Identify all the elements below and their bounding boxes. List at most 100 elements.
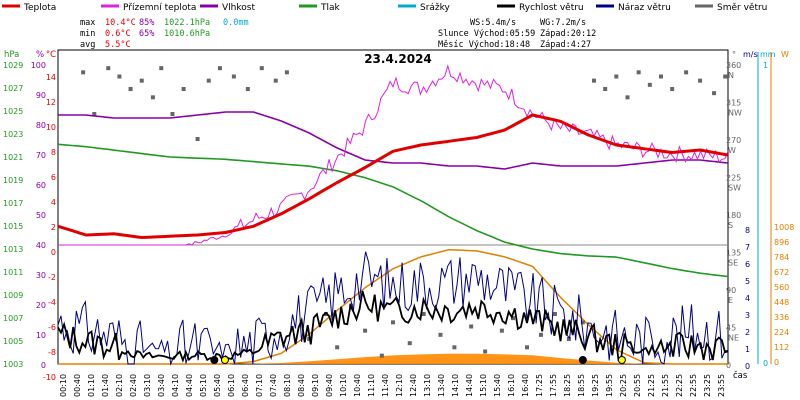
- stat-value: 0.6°C: [105, 29, 131, 39]
- legend-label: Vlhkost: [222, 3, 255, 13]
- wind-dir-point: [438, 332, 443, 337]
- wind-dir-point: [217, 66, 222, 71]
- tick-deg: 6: [51, 173, 56, 182]
- wind-dir-point: [81, 70, 86, 75]
- axis-title-deg: °C: [46, 50, 56, 60]
- tick-time: 13:10: [423, 374, 432, 397]
- legend-label: Přízemní teplota: [123, 3, 196, 13]
- event-marker-sunrise: [220, 356, 229, 364]
- tick-time: 05:10: [199, 374, 208, 397]
- tick-hpa: 1021: [3, 153, 23, 162]
- wind-dir-point: [181, 87, 186, 91]
- tick-pct: 100: [31, 61, 46, 70]
- wind-gust-stat: WG:7.2m/s: [540, 18, 586, 28]
- legend-label: Rychlost větru: [519, 3, 584, 13]
- tick-time: 14:10: [451, 374, 460, 397]
- tick-time: 21:25: [647, 374, 656, 397]
- wind-dir-point: [363, 328, 368, 333]
- event-marker-sunset: [617, 356, 626, 364]
- legend-label: Tlak: [320, 3, 341, 13]
- tick-dir: 135: [726, 249, 741, 258]
- tick-ms: 6: [745, 260, 750, 269]
- tick-dir: 90: [726, 286, 736, 295]
- wind-speed-stat: WS:5.4m/s: [470, 18, 516, 28]
- tick-hpa: 1009: [3, 291, 23, 300]
- tick-hpa: 1017: [3, 199, 23, 208]
- tick-dir-cardinal: NW: [728, 109, 742, 118]
- tick-time: 06:40: [241, 374, 250, 397]
- tick-deg: 10: [46, 123, 56, 132]
- wind-dir-point: [483, 349, 488, 354]
- tick-time: 06:10: [227, 374, 236, 397]
- tick-time: 16:40: [521, 374, 530, 397]
- wind-dir-point: [659, 74, 663, 79]
- tick-time: 15:40: [493, 374, 502, 397]
- tick-time: 08:40: [297, 374, 306, 397]
- tick-time: 19:25: [591, 374, 600, 397]
- tick-dir-cardinal: NE: [728, 334, 739, 343]
- wind-dir-point: [273, 78, 278, 83]
- tick-ms: 5: [745, 277, 750, 286]
- stat-value: max: [80, 18, 95, 28]
- tick-hpa: 1023: [3, 130, 23, 139]
- tick-dir: 180: [726, 211, 741, 220]
- tick-dir: 0: [726, 361, 731, 370]
- tick-dir-cardinal: E: [728, 296, 733, 305]
- tick-hpa: 1003: [3, 360, 23, 369]
- tick-hpa: 1025: [3, 107, 23, 116]
- wind-dir-point: [139, 78, 144, 83]
- wind-dir-point: [525, 345, 529, 350]
- legend-label: Směr větru: [717, 3, 767, 13]
- tick-pct: 30: [36, 271, 46, 280]
- tick-ms: 1: [745, 345, 750, 354]
- wind-dir-point: [625, 95, 630, 100]
- tick-wm2: 1008: [774, 223, 794, 232]
- tick-pct: 20: [36, 301, 46, 310]
- tick-deg: -8: [48, 348, 56, 357]
- legend-label: Srážky: [420, 3, 451, 13]
- tick-time: 12:10: [395, 374, 404, 397]
- tick-wm2: 896: [774, 238, 789, 247]
- tick-time: 18:55: [577, 374, 586, 397]
- wind-dir-point: [421, 312, 426, 316]
- stat-value: 1022.1hPa: [164, 18, 210, 28]
- tick-time: 07:40: [269, 374, 278, 397]
- tick-time: 19:55: [605, 374, 614, 397]
- tick-wm2: 112: [774, 343, 789, 352]
- sun-info: Slunce Východ:05:59: [438, 29, 535, 39]
- sun-set: Západ:20:12: [540, 29, 596, 39]
- axis-title-time: čas: [733, 370, 748, 381]
- tick-wm2: 784: [774, 253, 789, 262]
- wind-dir-point: [92, 112, 97, 116]
- tick-time: 11:40: [381, 374, 390, 397]
- tick-pct: 50: [36, 211, 46, 220]
- tick-dir: 270: [726, 136, 741, 145]
- tick-hpa: 1027: [3, 84, 23, 93]
- tick-wm2: 336: [774, 313, 789, 322]
- stat-value: avg: [80, 40, 95, 50]
- tick-time: 10:10: [339, 374, 348, 397]
- event-marker-moon-set: [210, 356, 219, 364]
- tick-mm: 0: [763, 359, 768, 368]
- tick-time: 01:40: [101, 374, 110, 397]
- tick-wm2: 224: [774, 328, 789, 337]
- tick-pct: 80: [36, 121, 46, 130]
- wind-dir-point: [603, 87, 608, 91]
- tick-time: 20:55: [633, 374, 642, 397]
- tick-time: 03:40: [157, 374, 166, 397]
- tick-dir-cardinal: SW: [728, 184, 741, 193]
- tick-time: 09:10: [311, 374, 320, 397]
- tick-deg: 0: [51, 248, 56, 257]
- legend-label: Teplota: [23, 3, 56, 13]
- wind-dir-point: [379, 353, 384, 358]
- wind-dir-point: [684, 70, 689, 75]
- stat-value: min: [80, 29, 95, 39]
- tick-time: 04:10: [171, 374, 180, 397]
- tick-time: 22:25: [675, 374, 684, 397]
- tick-pct: 70: [36, 151, 46, 160]
- tick-dir: 45: [726, 324, 736, 333]
- tick-time: 09:40: [325, 374, 334, 397]
- pressure-line: [57, 143, 729, 278]
- tick-dir-cardinal: N: [728, 71, 734, 80]
- axis-title-wm2: W: [781, 50, 789, 59]
